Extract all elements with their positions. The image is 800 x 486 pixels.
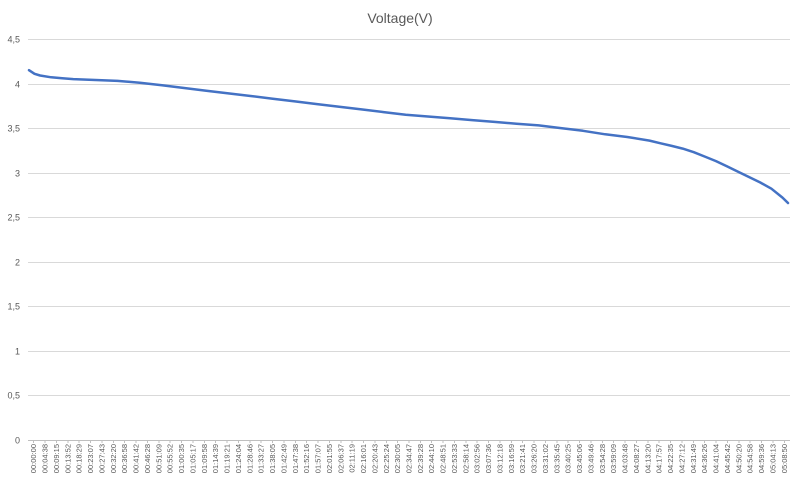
- x-tick-label: 02:34:47: [405, 444, 414, 473]
- x-tick-label: 05:04:13: [768, 444, 777, 473]
- x-tick-label: 01:09:58: [200, 444, 209, 473]
- x-tick-label: 03:12:18: [495, 444, 504, 473]
- x-tick-label: 03:21:41: [518, 444, 527, 473]
- x-tick-label: 00:04:38: [41, 444, 50, 473]
- x-tick-label: 00:46:28: [143, 444, 152, 473]
- x-tick-label: 04:45:42: [723, 444, 732, 473]
- x-tick-label: 04:59:36: [757, 444, 766, 473]
- x-tick-label: 04:54:58: [746, 444, 755, 473]
- y-tick-label: 1,5: [7, 302, 20, 312]
- chart-title: Voltage(V): [367, 10, 432, 26]
- x-tick-label: 05:08:50: [780, 444, 789, 473]
- series-layer: [27, 68, 790, 205]
- x-tick-label: 03:49:46: [586, 444, 595, 473]
- x-tick-label: 01:28:46: [245, 444, 254, 473]
- x-tick-label: 04:36:26: [700, 444, 709, 473]
- voltage-series-line: [27, 68, 790, 205]
- y-tick-label: 4,5: [7, 35, 20, 45]
- x-axis: 00:00:00 00:04:38 00:09:15 00:13:52 00:18:29…: [29, 440, 789, 473]
- x-tick-label: 02:53:33: [450, 444, 459, 473]
- y-tick-label: 4: [15, 80, 20, 90]
- x-tick-label: 02:44:10: [427, 444, 436, 473]
- x-tick-label: 03:35:45: [552, 444, 561, 473]
- x-tick-label: 00:41:42: [132, 444, 141, 473]
- x-tick-label: 00:13:52: [63, 444, 72, 473]
- x-tick-label: 00:55:52: [166, 444, 175, 473]
- x-tick-label: 00:36:58: [120, 444, 129, 473]
- x-tick-label: 03:31:02: [541, 444, 550, 473]
- x-tick-label: 03:16:59: [507, 444, 516, 473]
- x-tick-label: 02:58:14: [461, 444, 470, 473]
- x-tick-label: 00:18:29: [75, 444, 84, 473]
- y-tick-label: 1: [15, 347, 20, 357]
- y-tick-label: 2,5: [7, 213, 20, 223]
- x-tick-label: 04:50:20: [734, 444, 743, 473]
- x-tick-label: 04:22:35: [666, 444, 675, 473]
- x-tick-label: 03:54:28: [598, 444, 607, 473]
- y-tick-label: 3,5: [7, 124, 20, 134]
- x-tick-label: 04:08:27: [632, 444, 641, 473]
- x-tick-label: 00:09:15: [52, 444, 61, 473]
- x-tick-label: 02:06:37: [336, 444, 345, 473]
- x-tick-label: 04:17:57: [655, 444, 664, 473]
- x-tick-label: 03:40:25: [564, 444, 573, 473]
- x-tick-label: 00:23:07: [86, 444, 95, 473]
- x-tick-label: 01:52:16: [302, 444, 311, 473]
- x-tick-label: 03:26:20: [530, 444, 539, 473]
- x-tick-label: 02:16:01: [359, 444, 368, 473]
- x-tick-label: 02:01:55: [325, 444, 334, 473]
- x-tick-label: 03:07:36: [484, 444, 493, 473]
- x-tick-label: 02:25:24: [382, 444, 391, 473]
- x-tick-label: 01:33:27: [257, 444, 266, 473]
- x-tick-label: 02:20:43: [370, 444, 379, 473]
- x-tick-label: 01:38:05: [268, 444, 277, 473]
- x-tick-label: 02:48:51: [439, 444, 448, 473]
- x-tick-label: 01:00:35: [177, 444, 186, 473]
- y-axis: 0 0,5 1 1,5 2 2,5 3 3,5 4 4,5: [7, 35, 20, 446]
- x-tick-label: 00:27:43: [97, 444, 106, 473]
- x-tick-label: 02:30:05: [393, 444, 402, 473]
- x-tick-label: 00:51:09: [154, 444, 163, 473]
- x-tick-label: 01:42:49: [279, 444, 288, 473]
- x-tick-label: 00:32:20: [109, 444, 118, 473]
- x-tick-label: 04:41:04: [712, 444, 721, 473]
- x-tick-label: 03:02:56: [473, 444, 482, 473]
- gridlines: [28, 39, 790, 441]
- x-tick-label: 04:03:48: [621, 444, 630, 473]
- x-tick-label: 01:47:38: [291, 444, 300, 473]
- x-tick-label: 04:31:49: [689, 444, 698, 473]
- y-tick-label: 0,5: [7, 391, 20, 401]
- x-tick-label: 03:59:09: [609, 444, 618, 473]
- y-tick-label: 3: [15, 169, 20, 179]
- x-tick-label: 01:05:17: [188, 444, 197, 473]
- x-tick-label: 01:19:21: [223, 444, 232, 473]
- x-tick-label: 02:11:19: [348, 444, 357, 473]
- x-tick-label: 02:39:28: [416, 444, 425, 473]
- x-tick-label: 01:57:07: [314, 444, 323, 473]
- x-tick-label: 04:27:12: [677, 444, 686, 473]
- x-tick-label: 00:00:00: [29, 444, 38, 473]
- y-tick-label: 2: [15, 258, 20, 268]
- x-tick-label: 01:14:39: [211, 444, 220, 473]
- x-tick-label: 04:13:20: [643, 444, 652, 473]
- x-tick-label: 01:24:04: [234, 444, 243, 473]
- y-tick-label: 0: [15, 436, 20, 446]
- x-tick-label: 03:45:06: [575, 444, 584, 473]
